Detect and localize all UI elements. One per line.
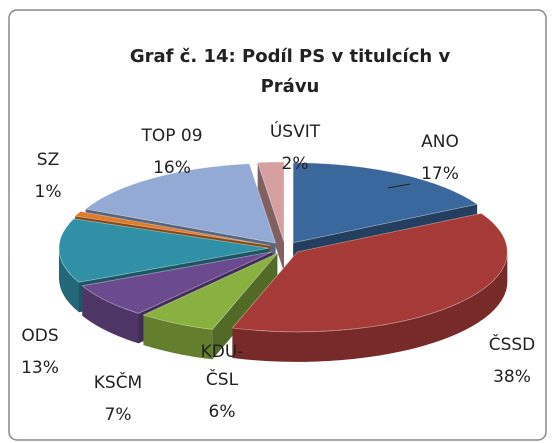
slice-value-label: 17% xyxy=(421,164,459,184)
slice xyxy=(257,161,285,243)
slice-label: ANO xyxy=(421,132,459,152)
slice-label: KDU-ČSL xyxy=(201,342,244,390)
slice xyxy=(84,163,277,244)
slice-label: TOP 09 xyxy=(140,126,202,146)
slice-side xyxy=(143,314,213,360)
slice-value-label: 13% xyxy=(21,358,59,378)
slice-value-label: 2% xyxy=(282,154,309,174)
slice-label: ODS xyxy=(21,326,58,346)
slice xyxy=(58,218,270,283)
slice-value-label: 16% xyxy=(153,158,191,178)
slice xyxy=(74,211,271,246)
slice-label: KSČM xyxy=(94,371,142,393)
slice-side xyxy=(212,253,278,360)
chart-title: Graf č. 14: Podíl PS v titulcích v Právu xyxy=(130,46,451,97)
slice-side xyxy=(257,162,284,272)
leader-line xyxy=(387,183,411,189)
slice-side xyxy=(59,248,79,313)
slice-value-label: 7% xyxy=(105,405,132,425)
slice-value-label: 38% xyxy=(493,367,531,387)
slice-value-label: 6% xyxy=(209,402,236,422)
slice xyxy=(142,252,278,330)
slice xyxy=(231,212,508,333)
slice xyxy=(292,162,479,244)
slice-side xyxy=(82,285,139,344)
slice-label: SZ xyxy=(37,150,59,170)
slice-label: ÚSVIT xyxy=(270,120,321,142)
slice-side xyxy=(232,251,508,362)
slice-label: ČSSD xyxy=(489,333,536,355)
slice-value-label: 1% xyxy=(35,182,62,202)
slice xyxy=(81,251,273,314)
